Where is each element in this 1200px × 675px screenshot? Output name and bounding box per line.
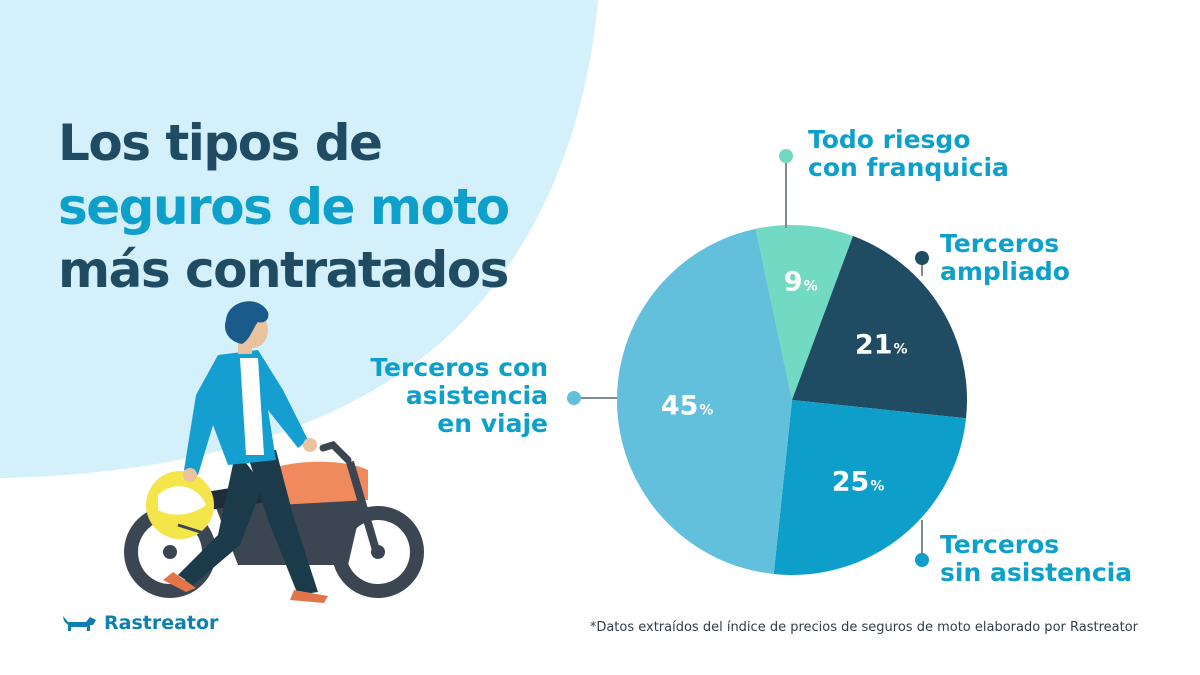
slice-value-label: 21%: [855, 330, 908, 361]
motorcycle-rider-illustration: [124, 301, 424, 603]
title-line-2: seguros de moto: [58, 178, 510, 236]
slice-value-label: 45%: [661, 390, 714, 421]
category-label: Todo riesgo con franquicia: [808, 125, 1009, 182]
pie-slice: [792, 235, 967, 419]
leader-dot: [915, 251, 929, 265]
slice-value-label: 25%: [832, 467, 885, 498]
pie-slice: [773, 400, 967, 575]
footnote: *Datos extraídos del índice de precios d…: [589, 620, 1138, 635]
logo-text: Rastreator: [104, 612, 219, 634]
leader-dot: [567, 391, 581, 405]
category-label: Terceros con asistencia en viaje: [370, 353, 548, 438]
category-label: Terceros ampliado: [940, 229, 1070, 286]
dachshund-dog-icon: [63, 616, 96, 631]
pie-slice: [755, 225, 854, 400]
leader-dot: [779, 149, 793, 163]
rastreator-logo: Rastreator: [60, 612, 218, 634]
pie-slice: [617, 228, 792, 575]
title-line-1: Los tipos de: [58, 114, 383, 172]
leader-dot: [915, 553, 929, 567]
slice-value-label: 9%: [784, 266, 818, 297]
category-label: Terceros sin asistencia: [940, 530, 1132, 587]
title-line-3: más contratados: [58, 241, 509, 299]
